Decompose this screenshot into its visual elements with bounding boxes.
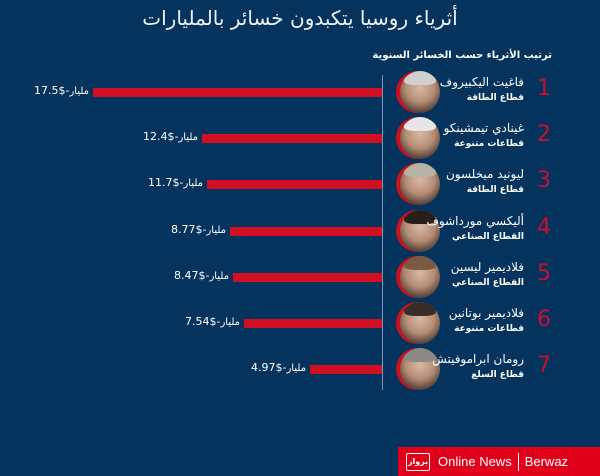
loss-bar xyxy=(310,365,382,375)
sector-label: القطاع الصناعي xyxy=(451,231,524,242)
person-name: غينادي تيمشينكو xyxy=(443,121,524,136)
person-name: ليونيد ميخلسون xyxy=(445,167,524,182)
value-text: -$8.77 xyxy=(170,222,207,236)
unit-label: مليار xyxy=(178,132,198,144)
chart-row: مليار-$8.47 فلاديمير ليسين القطاع الصناع… xyxy=(0,254,600,300)
banner-left-text: Online News xyxy=(438,454,512,469)
sector-label: قطاعات متنوعة xyxy=(454,324,524,334)
value-label: مليار-$11.7 xyxy=(148,176,207,189)
person-name: فاغيت اليكبيروف xyxy=(439,75,524,89)
rank-number: 5 xyxy=(537,260,551,286)
unit-label: مليار xyxy=(69,86,89,97)
loss-bar xyxy=(93,88,382,97)
sector-label: قطاع الطاقة xyxy=(466,93,524,103)
loss-bar xyxy=(207,180,382,190)
value-label: مليار-$12.4 xyxy=(143,130,202,143)
berwaz-logo-icon: برواز xyxy=(406,452,430,471)
chart-row: مليار-$8.77 أليكسي مورداشوف القطاع الصنا… xyxy=(0,208,600,254)
portrait-icon xyxy=(400,117,440,160)
axis-line xyxy=(382,75,383,390)
rank-number: 7 xyxy=(537,353,551,379)
portrait-icon xyxy=(400,255,440,298)
loss-bar xyxy=(230,226,382,236)
chart-row: مليار-$7.54 فلاديمير بوتانين قطاعات متنو… xyxy=(0,300,600,346)
avatar xyxy=(396,302,442,344)
value-label: مليار-$17.5 xyxy=(34,84,93,97)
value-text: -$7.54 xyxy=(184,315,221,328)
value-text: -$17.5 xyxy=(33,84,70,97)
loss-bar xyxy=(244,319,382,328)
value-text: -$8.47 xyxy=(173,268,210,282)
person-name: أليكسي مورداشوف xyxy=(426,213,524,228)
avatar xyxy=(396,348,442,391)
portrait-icon xyxy=(400,209,440,252)
sector-label: القطاع الصناعي xyxy=(451,277,524,288)
sector-label: قطاع السلع xyxy=(471,370,524,381)
chart-row: مليار-$17.5 فاغيت اليكبيروف قطاع الطاقة … xyxy=(0,69,600,115)
banner-right-text: Berwaz xyxy=(524,454,569,469)
banner-divider xyxy=(517,452,519,471)
chart-title: أثرياء روسيا يتكبدون خسائر بالمليارات xyxy=(142,6,458,30)
sector-label: قطاعات متنوعة xyxy=(454,139,524,150)
value-label: مليار-$4.97 xyxy=(251,361,310,374)
chart-row: مليار-$4.97 رومان ابراموفيتش قطاع السلع … xyxy=(0,346,600,392)
rank-number: 2 xyxy=(537,122,551,148)
avatar xyxy=(396,117,442,160)
chart-row: مليار-$12.4 غينادي تيمشينكو قطاعات متنوع… xyxy=(0,115,600,161)
avatar xyxy=(396,255,442,298)
rank-number: 6 xyxy=(537,307,551,332)
portrait-icon xyxy=(400,163,440,206)
loss-bar xyxy=(202,134,382,144)
portrait-icon xyxy=(400,348,440,391)
unit-label: مليار xyxy=(286,363,306,375)
portrait-icon xyxy=(400,302,440,344)
person-name: فلاديمير ليسين xyxy=(450,259,524,274)
loss-bar xyxy=(233,272,382,282)
rank-number: 4 xyxy=(537,214,551,240)
unit-label: مليار xyxy=(206,224,226,236)
chart-row: مليار-$11.7 ليونيد ميخلسون قطاع الطاقة 3 xyxy=(0,161,600,207)
unit-label: مليار xyxy=(220,317,240,328)
chart-subtitle: ترتيب الأثرياء حسب الخسائر السنوية xyxy=(372,50,552,61)
value-text: -$11.7 xyxy=(147,176,184,190)
person-name: رومان ابراموفيتش xyxy=(432,352,524,367)
avatar xyxy=(396,163,442,206)
unit-label: مليار xyxy=(209,270,229,282)
portrait-icon xyxy=(400,71,440,113)
avatar xyxy=(396,209,442,252)
value-label: مليار-$8.47 xyxy=(174,269,233,282)
value-label: مليار-$7.54 xyxy=(185,315,244,328)
rank-number: 3 xyxy=(537,168,551,194)
sector-label: قطاع الطاقة xyxy=(466,185,524,196)
person-name: فلاديمير بوتانين xyxy=(448,306,524,320)
value-text: -$12.4 xyxy=(142,130,179,144)
watermark-banner: برواز Online News Berwaz xyxy=(398,447,600,476)
unit-label: مليار xyxy=(183,178,203,190)
value-text: -$4.97 xyxy=(250,361,287,375)
value-label: مليار-$8.77 xyxy=(171,223,230,236)
rank-number: 1 xyxy=(537,76,551,101)
avatar xyxy=(396,71,442,113)
